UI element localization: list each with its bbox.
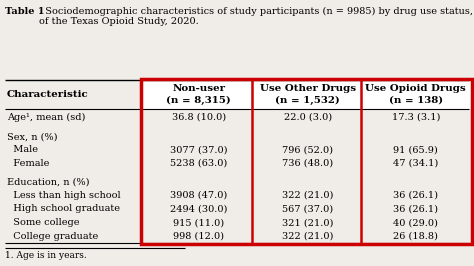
Text: 91 (65.9): 91 (65.9) (393, 145, 438, 154)
Text: Sex, n (%): Sex, n (%) (7, 132, 58, 142)
Text: 36 (26.1): 36 (26.1) (393, 190, 438, 200)
Text: 322 (21.0): 322 (21.0) (282, 190, 334, 200)
Text: Use Other Drugs
(n = 1,532): Use Other Drugs (n = 1,532) (260, 84, 356, 105)
Text: 36 (26.1): 36 (26.1) (393, 204, 438, 213)
Text: 3908 (47.0): 3908 (47.0) (170, 190, 228, 200)
Text: 321 (21.0): 321 (21.0) (282, 218, 334, 227)
Text: Female: Female (7, 159, 49, 168)
Text: Table 1: Table 1 (5, 7, 44, 16)
Text: Education, n (%): Education, n (%) (7, 178, 90, 187)
Text: 47 (34.1): 47 (34.1) (393, 159, 438, 168)
Text: 22.0 (3.0): 22.0 (3.0) (284, 113, 332, 122)
Text: 2494 (30.0): 2494 (30.0) (170, 204, 228, 213)
Text: 40 (29.0): 40 (29.0) (393, 218, 438, 227)
Text: 322 (21.0): 322 (21.0) (282, 232, 334, 241)
Text: 736 (48.0): 736 (48.0) (283, 159, 333, 168)
Text: 998 (12.0): 998 (12.0) (173, 232, 224, 241)
Text: 3077 (37.0): 3077 (37.0) (170, 145, 228, 154)
Text: 567 (37.0): 567 (37.0) (283, 204, 333, 213)
Text: Characteristic: Characteristic (7, 90, 89, 99)
Text: 5238 (63.0): 5238 (63.0) (170, 159, 228, 168)
Bar (141, 80, 472, 109)
Text: 17.3 (3.1): 17.3 (3.1) (392, 113, 440, 122)
Text: Use Opioid Drugs
(n = 138): Use Opioid Drugs (n = 138) (365, 84, 466, 105)
Text: 26 (18.8): 26 (18.8) (393, 232, 438, 241)
Text: 1. Age is in years.: 1. Age is in years. (5, 251, 86, 260)
Text: 915 (11.0): 915 (11.0) (173, 218, 224, 227)
Text: Less than high school: Less than high school (7, 190, 121, 200)
Text: Some college: Some college (7, 218, 80, 227)
Text: . Sociodemographic characteristics of study participants (n = 9985) by drug use : . Sociodemographic characteristics of st… (39, 7, 474, 26)
Text: Non-user
(n = 8,315): Non-user (n = 8,315) (166, 84, 231, 105)
Text: 36.8 (10.0): 36.8 (10.0) (172, 113, 226, 122)
Text: 796 (52.0): 796 (52.0) (283, 145, 333, 154)
Text: High school graduate: High school graduate (7, 204, 120, 213)
Text: College graduate: College graduate (7, 232, 99, 241)
Text: Age¹, mean (sd): Age¹, mean (sd) (7, 113, 85, 122)
Text: Male: Male (7, 145, 38, 154)
Bar (141, 79, 472, 244)
